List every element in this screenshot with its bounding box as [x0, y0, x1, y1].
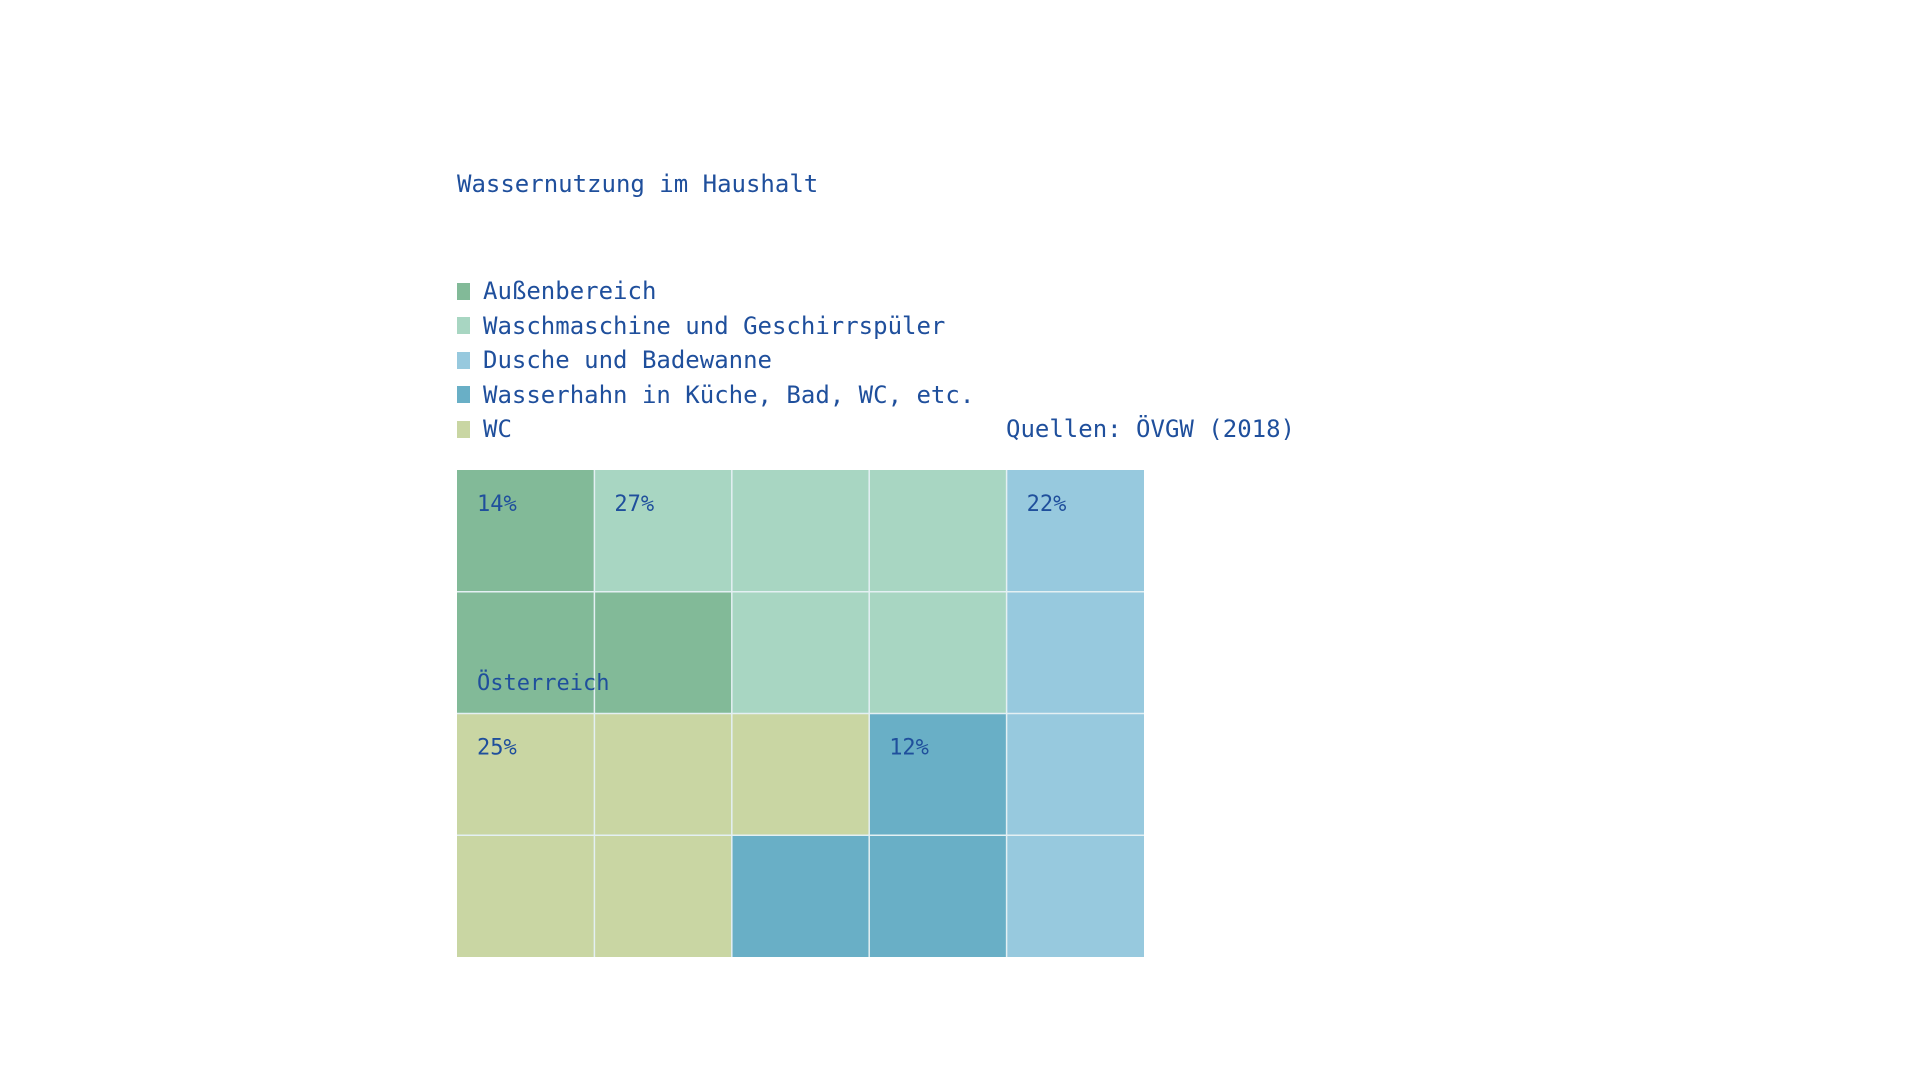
legend-label: Dusche und Badewanne — [483, 346, 772, 375]
legend-item-wasserhahn: Wasserhahn in Küche, Bad, WC, etc. — [457, 378, 974, 413]
waffle-cell-waschmaschine-und-geschirrspüler — [869, 591, 1007, 714]
waffle-cell-wc — [457, 835, 595, 957]
legend-label: Außenbereich — [483, 277, 657, 306]
data-label: 14% — [477, 492, 517, 517]
data-label: 27% — [614, 492, 654, 517]
data-label: 22% — [1027, 492, 1067, 517]
source-note: Quellen: ÖVGW (2018) — [1006, 415, 1295, 443]
legend-item-dusche: Dusche und Badewanne — [457, 343, 974, 378]
waffle-cell-waschmaschine-und-geschirrspüler — [731, 591, 870, 714]
legend-item-waschmaschine: Waschmaschine und Geschirrspüler — [457, 309, 974, 344]
legend-item-aussenbereich: Außenbereich — [457, 274, 974, 309]
waffle-cell-wc — [457, 713, 595, 836]
waffle-cell-wc — [594, 835, 732, 957]
waffle-cell-wasserhahn-in-küche-bad-wc-etc — [869, 713, 1007, 836]
waffle-cell-außenbereich — [457, 470, 595, 592]
waffle-cell-dusche-und-badewanne — [1006, 591, 1144, 714]
waffle-chart: 14% 27% 22% 25% 12% Österreich — [457, 470, 1144, 957]
waffle-cell-wasserhahn-in-küche-bad-wc-etc — [731, 835, 870, 957]
waffle-cell-dusche-und-badewanne — [1006, 470, 1144, 592]
waffle-cell-wc — [594, 713, 732, 836]
chart-title: Wassernutzung im Haushalt — [457, 170, 819, 198]
legend-swatch — [457, 282, 470, 300]
waffle-cell-wc — [731, 713, 870, 836]
region-label: Österreich — [477, 670, 609, 696]
legend-label: Waschmaschine und Geschirrspüler — [483, 311, 946, 340]
waffle-cell-dusche-und-badewanne — [1006, 713, 1144, 836]
chart-legend: Außenbereich Waschmaschine und Geschirrs… — [457, 274, 974, 447]
legend-label: Wasserhahn in Küche, Bad, WC, etc. — [483, 380, 975, 409]
legend-label: WC — [483, 415, 512, 444]
legend-swatch — [457, 420, 470, 438]
data-label: 25% — [477, 736, 517, 761]
legend-item-wc: WC — [457, 412, 974, 447]
waffle-cell-waschmaschine-und-geschirrspüler — [731, 470, 870, 592]
legend-swatch — [457, 317, 470, 335]
waffle-cell-dusche-und-badewanne — [1006, 835, 1144, 957]
data-label: 12% — [889, 736, 929, 761]
legend-swatch — [457, 351, 470, 369]
waffle-cell-außenbereich — [594, 591, 732, 714]
waffle-cell-wasserhahn-in-küche-bad-wc-etc — [869, 835, 1007, 957]
waffle-cell-waschmaschine-und-geschirrspüler — [594, 470, 732, 592]
waffle-cell-außenbereich — [457, 591, 595, 714]
waffle-cell-waschmaschine-und-geschirrspüler — [869, 470, 1007, 592]
legend-swatch — [457, 386, 470, 404]
